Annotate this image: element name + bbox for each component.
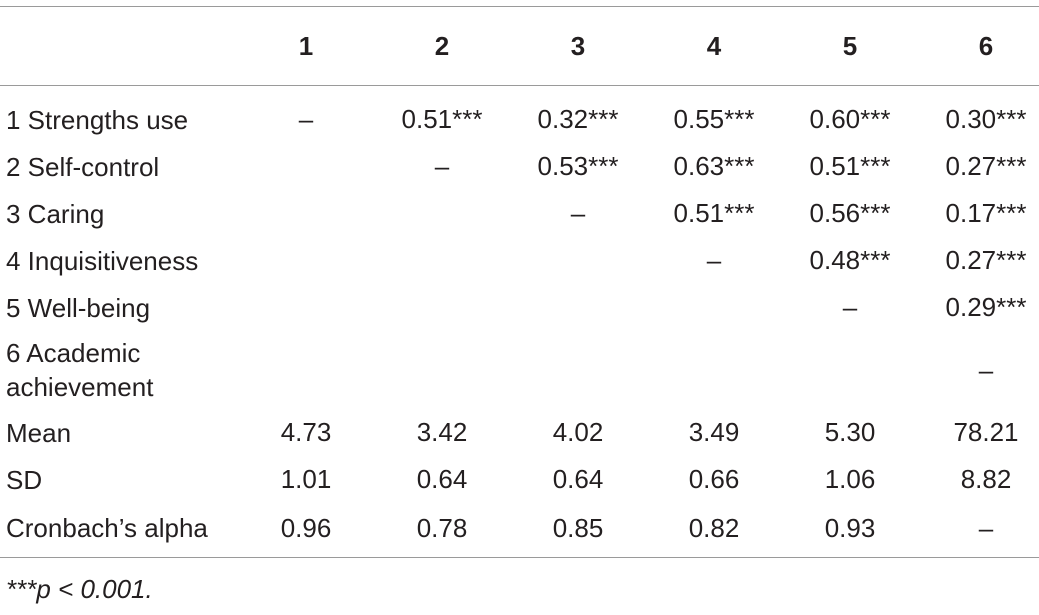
header-cell-1: 1 [298,30,314,61]
table-cell [374,284,510,331]
table-cell: 0.93 [824,512,876,543]
table-cell: 3.49 [688,417,740,447]
table-cell [238,190,374,237]
table-cell [510,284,646,331]
table-row: 3 Caring – 0.51*** 0.56*** 0.17*** [0,190,1039,237]
table-cell: – [706,245,722,275]
table-cell: – [978,512,994,543]
table-cell [238,237,374,284]
table-cell: 1.01 [280,464,332,494]
table-cell: – [842,292,858,322]
header-cell-6: 6 [978,30,994,61]
header-cell-2: 2 [434,30,450,61]
header-cell-empty [0,7,238,86]
row-label: Mean [6,417,72,448]
header-cell-4: 4 [706,30,722,61]
table-cell [510,237,646,284]
table-cell: 8.82 [960,464,1012,494]
header-cell-3: 3 [570,30,586,61]
table-cell [238,331,374,409]
table-cell: 0.85 [552,512,604,543]
row-label: Cronbach’s alpha [6,513,208,543]
table-cell: 0.96 [280,512,332,543]
table-cell: – [434,151,450,181]
table-row: Cronbach’s alpha 0.96 0.78 0.85 0.82 0.9… [0,503,1039,558]
table-cell: – [570,198,586,228]
row-label: 4 Inquisitiveness [6,245,199,276]
table-cell [374,331,510,409]
row-label: 6 Academic achievement [6,338,154,402]
table-row: 2 Self-control – 0.53*** 0.63*** 0.51***… [0,143,1039,190]
table-cell: 1.06 [824,464,876,494]
table-cell: 0.27*** [945,151,1027,181]
table-cell: 4.73 [280,417,332,447]
table-cell: 0.48*** [809,245,891,275]
table-row: Mean 4.73 3.42 4.02 3.49 5.30 78.21 [0,409,1039,456]
table-cell: 0.66 [688,464,740,494]
table-cell [646,284,782,331]
table-cell: 0.53*** [537,151,619,181]
table-cell: 0.30*** [945,104,1027,134]
table-cell [238,143,374,190]
table-cell [782,331,918,409]
row-label: 2 Self-control [6,151,160,182]
row-label: 1 Strengths use [6,104,189,135]
table-cell [646,331,782,409]
table-cell [238,284,374,331]
table-cell: 5.30 [824,417,876,447]
table-cell [374,237,510,284]
table-cell: – [298,104,314,134]
table-row: 5 Well-being – 0.29*** [0,284,1039,331]
table-cell: 0.27*** [945,245,1027,275]
table-row: SD 1.01 0.64 0.64 0.66 1.06 8.82 [0,456,1039,503]
header-cell-5: 5 [842,30,858,61]
table-cell [510,331,646,409]
header-row: 1 2 3 4 5 6 [0,7,1039,86]
table-row: 4 Inquisitiveness – 0.48*** 0.27*** [0,237,1039,284]
row-label: SD [6,464,43,495]
table-cell: 0.64 [416,464,468,494]
correlation-table: 1 2 3 4 5 6 1 Strengths use – 0.51*** 0.… [0,6,1039,558]
table-cell: 0.51*** [401,104,483,134]
table-cell: 0.17*** [945,198,1027,228]
table-cell: 0.82 [688,512,740,543]
table-cell: 4.02 [552,417,604,447]
table-cell: 0.29*** [945,292,1027,322]
table-cell: 0.32*** [537,104,619,134]
table-cell: 0.55*** [673,104,755,134]
row-label: 3 Caring [6,198,105,229]
table-footnote: ***p < 0.001. [6,574,153,604]
table-cell: 0.64 [552,464,604,494]
table-cell: 3.42 [416,417,468,447]
table-row: 1 Strengths use – 0.51*** 0.32*** 0.55**… [0,86,1039,143]
table-cell [374,190,510,237]
table-row: 6 Academic achievement – [0,331,1039,409]
row-label: 5 Well-being [6,292,151,323]
table-cell: 0.63*** [673,151,755,181]
table-cell: 0.60*** [809,104,891,134]
table-cell: 0.51*** [809,151,891,181]
table-cell: 78.21 [953,417,1019,447]
table-cell: 0.51*** [673,198,755,228]
table-cell: – [978,354,994,385]
table-cell: 0.56*** [809,198,891,228]
table-cell: 0.78 [416,512,468,543]
